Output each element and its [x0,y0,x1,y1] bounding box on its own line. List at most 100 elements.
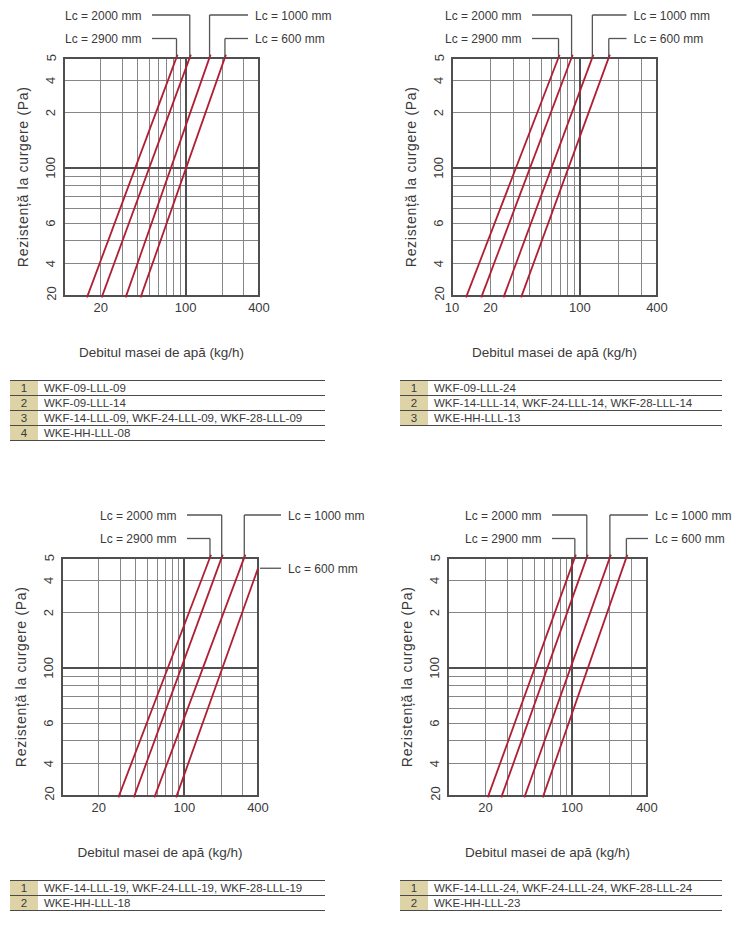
model-list: WKF-14-LLL-24, WKF-24-LLL-24, WKF-28-LLL… [434,882,692,894]
y-tick-label: 5 [428,554,443,561]
row-number-badge: 3 [400,411,428,425]
x-tick-label: 100 [173,800,195,815]
lc-label: Lc = 2900 mm [65,32,141,46]
model-table-row: 1 WKF-14-LLL-24, WKF-24-LLL-24, WKF-28-LL… [400,880,722,895]
grid-lines [452,58,657,297]
lc-label: Lc = 2000 mm [100,509,176,523]
lc-label: Lc = 2000 mm [465,509,541,523]
y-axis-title: Rezistență la curgere (Pa) [13,586,29,767]
model-table-row: 2 WKE-HH-LLL-18 [10,895,325,910]
lc-label: Lc = 2900 mm [445,32,521,46]
model-list: WKF-09-LLL-14 [44,397,126,409]
row-number-badge: 1 [10,881,38,895]
y-tick-label: 6 [432,219,447,226]
x-tick-label: 10 [445,300,459,315]
y-tick-label: 4 [428,760,443,767]
lc-label: Lc = 1000 mm [634,9,710,23]
y-tick-label: 2 [432,109,447,116]
y-tick-label: 4 [432,77,447,84]
y-tick-label: 6 [428,719,443,726]
x-axis-title: Debitul masei de apă (kg/h) [77,845,242,860]
lc-label: Lc = 600 mm [255,32,325,46]
x-axis-title: Debitul masei de apă (kg/h) [79,345,244,360]
lc-label: Lc = 600 mm [655,532,725,546]
row-number-badge: 2 [400,396,428,410]
lc-labels: Lc = 2000 mm Lc = 1000 mm Lc = 2900 mm Lc =… [465,509,731,558]
model-table-bottom-left: 1WKF-14-LLL-19, WKF-24-LLL-19, WKF-28-LL… [10,880,325,911]
row-number-badge: 2 [10,896,38,910]
model-list: WKE-HH-LLL-18 [44,897,130,909]
model-list: WKF-09-LLL-09 [44,382,126,394]
model-table-row: 2 WKE-HH-LLL-23 [400,895,722,910]
lc-label: Lc = 2900 mm [465,532,541,546]
y-tick-label: 2 [44,109,59,116]
lc-label: Lc = 2900 mm [100,532,176,546]
charts-canvas: Lc = 2000 mm Lc = 1000 mm Lc = 2900 mm Lc =… [0,0,735,946]
y-tick-label: 6 [42,719,57,726]
pressure-drop-figure: Lc = 2000 mm Lc = 1000 mm Lc = 2900 mm Lc =… [0,0,735,946]
model-list: WKE-HH-LLL-23 [434,897,520,909]
y-tick-label: 2 [428,609,443,616]
y-tick-label: 4 [42,577,57,584]
model-table-row: 2 WKF-09-LLL-14 [10,395,325,410]
y-tick-label: 20 [42,786,57,800]
model-table-top-left: 1WKF-09-LLL-092WKF-09-LLL-143WKF-14-LLL-… [10,380,325,441]
x-tick-label: 400 [248,300,270,315]
model-list: WKF-14-LLL-14, WKF-24-LLL-14, WKF-28-LLL… [434,397,692,409]
chart-top-left: Lc = 2000 mm Lc = 1000 mm Lc = 2900 mm Lc =… [15,9,331,361]
grid-lines [448,558,647,797]
y-tick-label: 4 [432,260,447,267]
y-tick-label: 20 [44,286,59,300]
y-tick-label: 5 [432,54,447,61]
x-tick-label: 400 [646,300,668,315]
y-tick-label: 5 [42,554,57,561]
y-tick-label: 100 [428,657,443,679]
x-tick-label: 20 [93,300,107,315]
model-table-row: 4 WKE-HH-LLL-08 [10,425,325,440]
y-tick-label: 5 [44,54,59,61]
y-tick-label: 4 [44,260,59,267]
model-table-bottom-right: 1 WKF-14-LLL-24, WKF-24-LLL-24, WKF-28-LL… [400,880,722,911]
x-tick-label: 100 [561,800,583,815]
row-number-badge: 2 [10,396,38,410]
row-number-badge: 1 [10,381,38,395]
y-axis-title: Rezistență la curgere (Pa) [403,86,419,267]
lc-label: Lc = 1000 mm [655,509,731,523]
row-number-badge: 4 [10,426,38,440]
y-tick-label: 6 [44,219,59,226]
model-table-row: 1 WKF-09-LLL-24 [400,380,722,395]
x-axis-title: Debitul masei de apă (kg/h) [465,845,630,860]
model-table-top-right: 1 WKF-09-LLL-24 2 WKF-14-LLL-14, WKF-24-LLL… [400,380,722,426]
x-tick-label: 20 [92,800,106,815]
chart-bottom-right: Lc = 2000 mm Lc = 1000 mm Lc = 2900 mm Lc =… [399,509,731,861]
lc-label: Lc = 1000 mm [255,9,331,23]
model-table-row: 1 WKF-09-LLL-09 [10,380,325,395]
row-number-badge: 1 [400,881,428,895]
y-tick-label: 4 [428,577,443,584]
row-number-badge: 2 [400,896,428,910]
x-tick-label: 400 [636,800,658,815]
y-tick-label: 100 [432,157,447,179]
y-axis-title: Rezistență la curgere (Pa) [15,86,31,267]
row-number-badge: 3 [10,411,38,425]
model-list: WKE-HH-LLL-13 [434,412,520,424]
x-tick-label: 20 [478,800,492,815]
y-tick-label: 100 [42,657,57,679]
y-tick-label: 4 [44,77,59,84]
lc-label: Lc = 600 mm [288,562,358,576]
chart-bottom-left: Lc = 2000 mmLc = 1000 mmLc = 2900 mmLc =… [13,509,364,861]
x-tick-label: 100 [569,300,591,315]
x-axis-title: Debitul masei de apă (kg/h) [472,345,637,360]
y-tick-label: 20 [432,286,447,300]
model-list: WKE-HH-LLL-08 [44,427,130,439]
row-number-badge: 1 [400,381,428,395]
model-list: WKF-09-LLL-24 [434,382,516,394]
y-axis-title: Rezistență la curgere (Pa) [399,586,415,767]
model-table-row: 1WKF-14-LLL-19, WKF-24-LLL-19, WKF-28-LL… [10,880,325,895]
y-tick-label: 20 [428,786,443,800]
lc-label: Lc = 2000 mm [445,9,521,23]
lc-labels: Lc = 2000 mm Lc = 1000 mm Lc = 2900 mm Lc =… [65,9,331,58]
grid-lines [64,58,259,297]
lc-label: Lc = 2000 mm [65,9,141,23]
lc-labels: Lc = 2000 mmLc = 1000 mmLc = 2900 mmLc =… [445,9,710,58]
